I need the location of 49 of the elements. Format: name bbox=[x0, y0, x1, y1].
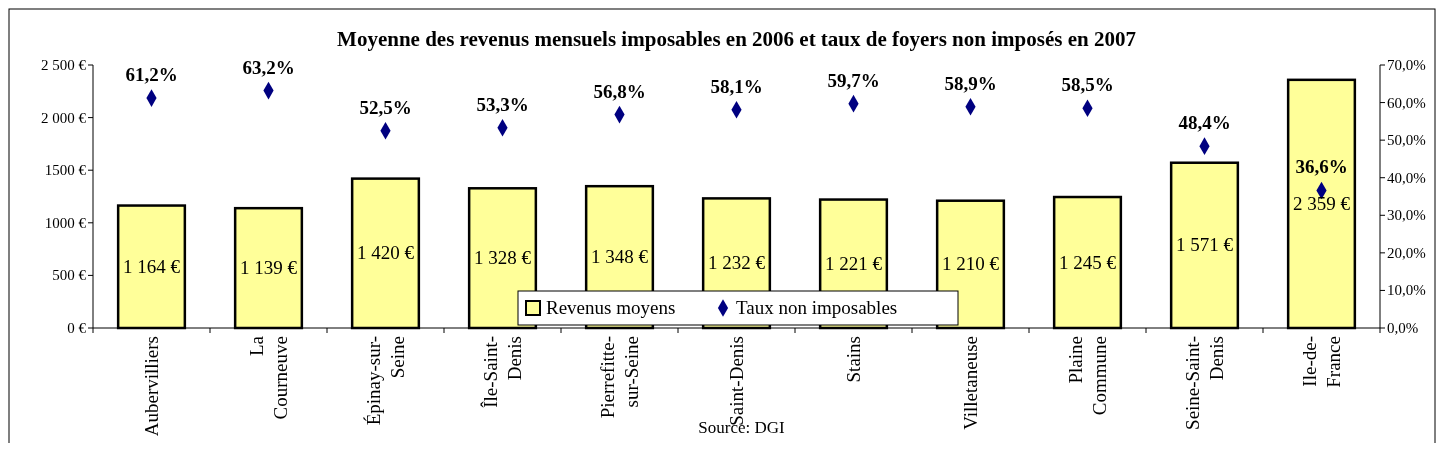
data-label: 48,4% bbox=[1178, 112, 1231, 134]
y2-tick-label: 60,0% bbox=[1387, 94, 1426, 111]
data-label: 53,3% bbox=[476, 93, 529, 115]
data-label: 1 571 € bbox=[1176, 234, 1234, 256]
x-tick-label: Stains bbox=[842, 336, 864, 383]
y2-tick-label: 20,0% bbox=[1387, 244, 1426, 261]
data-label: 1 328 € bbox=[474, 247, 532, 269]
data-label: 58,1% bbox=[710, 75, 763, 97]
y-tick-label: 2 500 € bbox=[41, 57, 87, 73]
y2-tick-label: 70,0% bbox=[1387, 57, 1426, 73]
y2-tick-label: 10,0% bbox=[1387, 282, 1426, 299]
y2-tick-label: 0,0% bbox=[1387, 320, 1419, 336]
data-label: 59,7% bbox=[827, 69, 880, 91]
data-label: 1 221 € bbox=[825, 252, 883, 274]
x-tick-label: Plaine Commune bbox=[1064, 336, 1110, 416]
y2-tick-label: 40,0% bbox=[1387, 169, 1426, 186]
data-label: 1 139 € bbox=[240, 257, 298, 279]
x-tick-label: Ile-de- France bbox=[1298, 336, 1344, 388]
x-tick-label: La Courneuve bbox=[245, 335, 291, 420]
x-tick-label: Villetaneuse bbox=[959, 336, 981, 430]
x-tick-label: Aubervilliers bbox=[140, 336, 162, 437]
data-label: 58,9% bbox=[944, 72, 997, 94]
y2-tick-label: 30,0% bbox=[1387, 207, 1426, 224]
data-label: 56,8% bbox=[593, 80, 646, 102]
y-tick-label: 2 000 € bbox=[41, 109, 87, 126]
data-label: 1 232 € bbox=[708, 252, 766, 274]
x-tick-label: Île-Saint- Denis bbox=[479, 336, 525, 408]
data-label: 1 210 € bbox=[942, 253, 1000, 275]
chart-title: Moyenne des revenus mensuels imposables en 2006 et taux de foyers non imposés en 2007 bbox=[337, 27, 1136, 51]
data-label: 52,5% bbox=[359, 96, 412, 118]
data-label: 1 164 € bbox=[123, 255, 181, 277]
data-label: 61,2% bbox=[125, 64, 178, 86]
data-label: 63,2% bbox=[242, 56, 295, 78]
data-label: 1 245 € bbox=[1059, 251, 1117, 273]
y-tick-label: 1000 € bbox=[44, 214, 87, 231]
legend-label: Taux non imposables bbox=[736, 297, 898, 318]
y-tick-label: 500 € bbox=[52, 267, 87, 284]
legend-label: Revenus moyens bbox=[546, 297, 676, 318]
y-tick-label: 1500 € bbox=[44, 162, 87, 179]
data-label: 36,6% bbox=[1295, 156, 1348, 178]
data-label: 1 420 € bbox=[357, 242, 415, 264]
x-tick-label: Pierrefitte- sur-Seine bbox=[596, 336, 642, 419]
x-tick-label: Seine-Saint- Denis bbox=[1181, 336, 1227, 430]
data-label: 58,5% bbox=[1061, 74, 1114, 96]
data-label: 1 348 € bbox=[591, 246, 649, 268]
x-tick-label: Épinay-sur- Seine bbox=[362, 336, 408, 426]
data-label: 2 359 € bbox=[1293, 192, 1351, 214]
y-tick-label: 0 € bbox=[67, 320, 87, 336]
y2-tick-label: 50,0% bbox=[1387, 132, 1426, 149]
